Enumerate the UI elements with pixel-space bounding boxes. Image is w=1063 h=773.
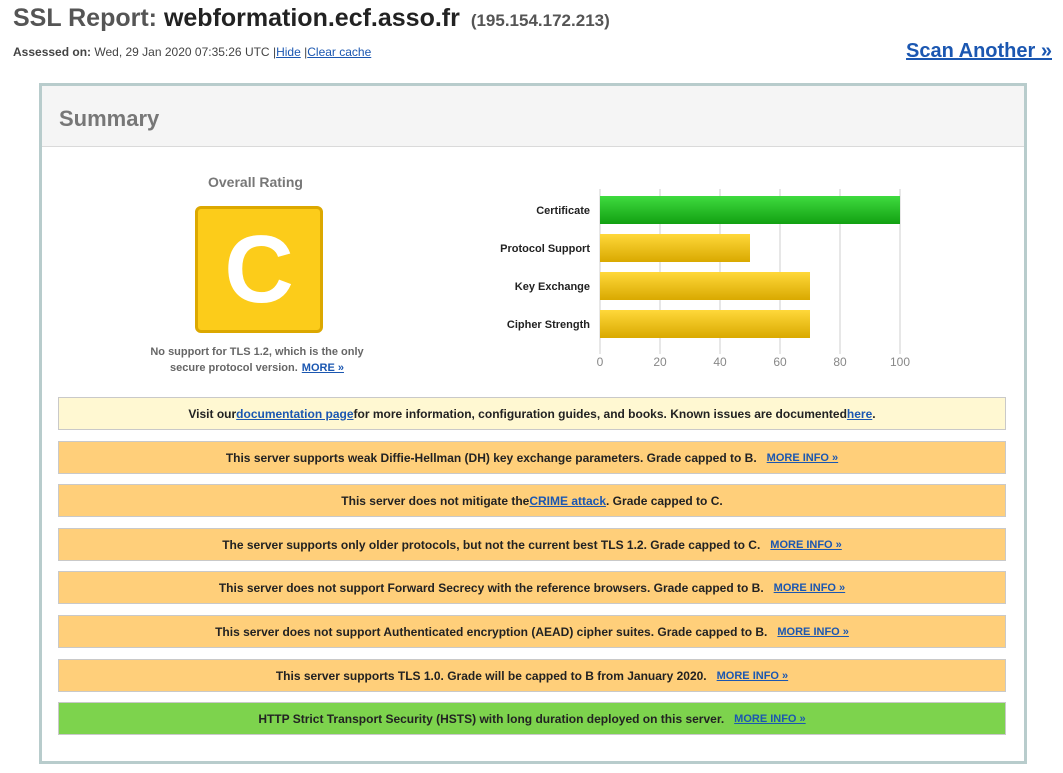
grade-note: No support for TLS 1.2, which is the onl… (137, 344, 377, 376)
summary-header: Summary (42, 86, 1024, 147)
more-info-link[interactable]: MORE INFO » (766, 451, 839, 464)
chart-tick-label: 0 (597, 355, 604, 369)
notice-text: Visit our (188, 406, 237, 421)
chart-category-label: Cipher Strength (507, 319, 590, 331)
notice-text: This server does not support Authenticat… (215, 624, 768, 639)
report-ip: (195.154.172.213) (470, 11, 610, 30)
notice-text: . Grade capped to C. (606, 493, 723, 508)
grade-note-text: No support for TLS 1.2, which is the onl… (150, 346, 364, 374)
more-info-link[interactable]: MORE INFO » (734, 712, 806, 725)
notice-text: This server does not support Forward Sec… (218, 580, 764, 595)
summary-panel: Summary Overall Rating C No support for … (39, 83, 1027, 764)
chart-bar (600, 196, 900, 224)
grade-badge: C (195, 206, 323, 333)
notice-link[interactable]: documentation page (236, 406, 354, 421)
notice-link[interactable]: here (846, 406, 873, 421)
notice-warn: The server supports only older protocols… (58, 528, 1006, 561)
assessed-label: Assessed on: (13, 45, 92, 59)
notice-text: . (872, 406, 876, 421)
notice-warn: This server does not mitigate the CRIME … (58, 484, 1006, 517)
notice-warn: This server does not support Forward Sec… (58, 571, 1006, 604)
notice-text: The server supports only older protocols… (222, 537, 761, 552)
notice-warn: This server does not support Authenticat… (58, 615, 1006, 648)
more-info-link[interactable]: MORE INFO » (716, 669, 789, 682)
notice-warn: This server supports TLS 1.0. Grade will… (58, 659, 1006, 692)
report-title-prefix: SSL Report: (13, 4, 157, 32)
notice-text: for more information, configuration guid… (353, 406, 847, 421)
notice-good: HTTP Strict Transport Security (HSTS) wi… (58, 702, 1006, 735)
chart-category-label: Certificate (536, 205, 590, 217)
grade-letter: C (224, 215, 294, 323)
notice-text: This server supports weak Diffie-Hellman… (225, 450, 757, 465)
notice-warn: This server supports weak Diffie-Hellman… (58, 441, 1006, 474)
summary-title: Summary (59, 106, 160, 131)
notice-text: HTTP Strict Transport Security (HSTS) wi… (258, 711, 725, 726)
notice-link[interactable]: CRIME attack (529, 493, 607, 508)
chart-bar (600, 272, 810, 300)
overall-rating-label: Overall Rating (208, 174, 303, 190)
clear-cache-link[interactable]: Clear cache (307, 45, 372, 59)
chart-tick-label: 20 (653, 355, 667, 369)
assessed-info: Assessed on: Wed, 29 Jan 2020 07:35:26 U… (13, 45, 371, 59)
chart-tick-label: 100 (890, 355, 910, 369)
notice-text: This server supports TLS 1.0. Grade will… (275, 668, 707, 683)
chart-bar (600, 234, 750, 262)
rating-chart: 0 20 40 60 80 100 Certificate Protocol Support K… (500, 189, 910, 369)
more-info-link[interactable]: MORE INFO » (777, 625, 849, 638)
hide-link[interactable]: Hide (276, 45, 301, 59)
notice-info: Visit our documentation page for more in… (58, 397, 1006, 430)
report-title: SSL Report: webformation.ecf.asso.fr (19… (13, 4, 610, 33)
chart-tick-label: 80 (833, 355, 847, 369)
chart-tick-label: 40 (713, 355, 727, 369)
assessed-value: Wed, 29 Jan 2020 07:35:26 UTC (94, 45, 270, 59)
report-hostname: webformation.ecf.asso.fr (163, 4, 460, 32)
separator: | (272, 45, 277, 59)
grade-more-link[interactable]: MORE » (301, 362, 344, 374)
more-info-link[interactable]: MORE INFO » (773, 581, 846, 594)
separator: | (304, 45, 308, 59)
chart-bar (600, 310, 810, 338)
more-info-link[interactable]: MORE INFO » (770, 538, 842, 551)
chart-category-label: Key Exchange (515, 281, 590, 293)
notice-text: This server does not mitigate the (341, 493, 530, 508)
chart-tick-label: 60 (773, 355, 787, 369)
chart-category-label: Protocol Support (500, 243, 590, 255)
scan-another-link[interactable]: Scan Another » (906, 40, 1052, 62)
